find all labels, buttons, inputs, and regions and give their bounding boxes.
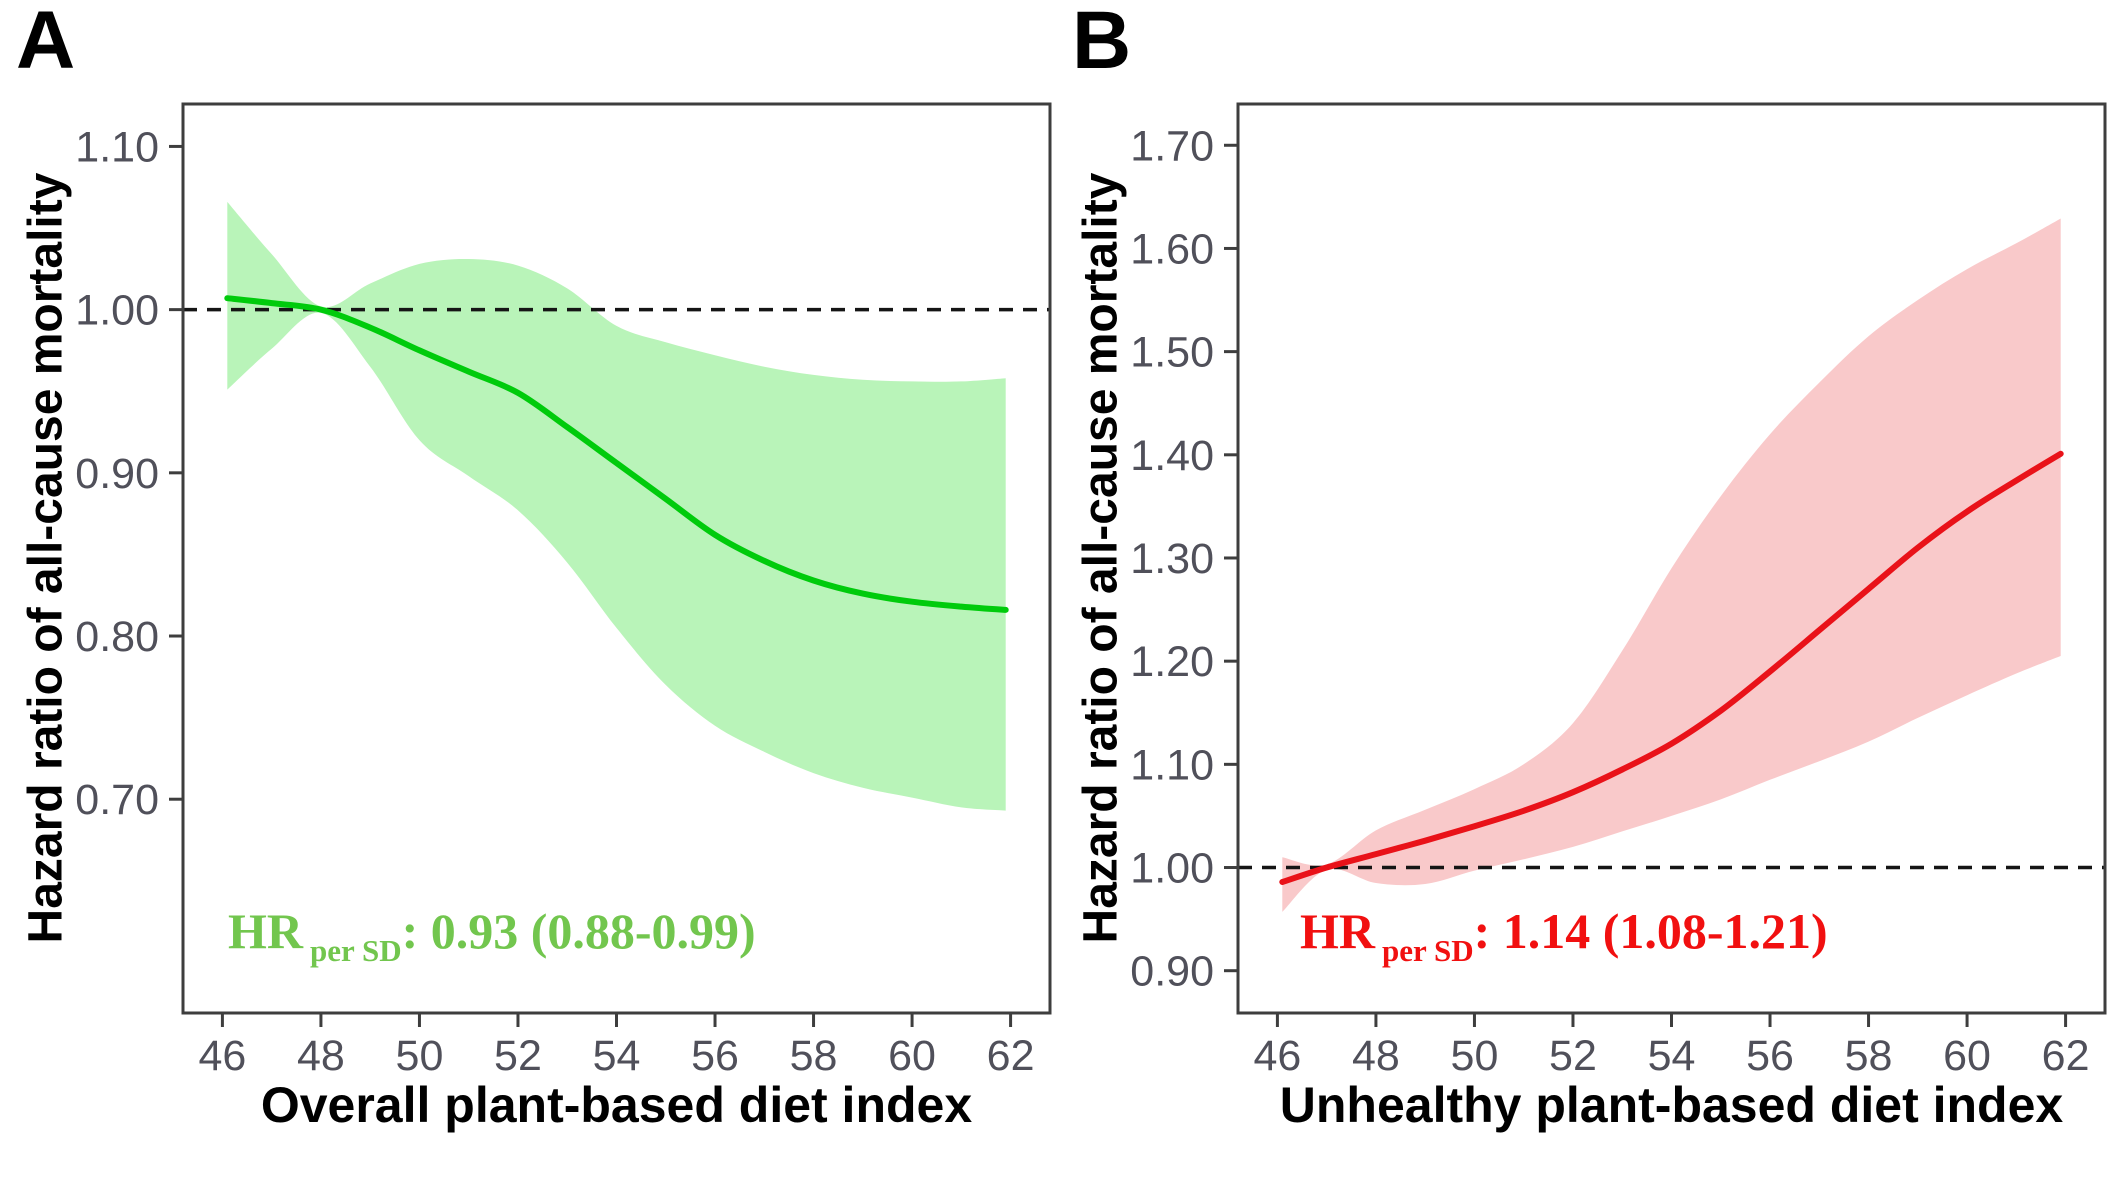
x-tick-label: 46 — [1253, 1032, 1301, 1080]
y-tick-label: 1.00 — [1130, 845, 1214, 893]
panel-a-y-axis-title: Hazard ratio of all-cause mortality — [19, 172, 73, 944]
panel-a-x-axis-title: Overall plant-based diet index — [260, 1077, 973, 1133]
x-tick-label: 56 — [1746, 1032, 1794, 1080]
hr-value: : 0.93 (0.88-0.99) — [401, 903, 756, 959]
x-tick-label: 46 — [198, 1032, 246, 1080]
y-tick-label: 1.40 — [1130, 432, 1214, 480]
x-tick-label: 54 — [593, 1032, 641, 1080]
y-tick-label: 1.00 — [75, 287, 159, 335]
x-tick-label: 58 — [1845, 1032, 1893, 1080]
hr-subscript: per SD — [1382, 933, 1474, 968]
hr-subscript: per SD — [310, 933, 402, 968]
x-tick-label: 48 — [1352, 1032, 1400, 1080]
x-tick-label: 54 — [1648, 1032, 1696, 1080]
hr-prefix: HR — [1300, 903, 1375, 959]
y-tick-label: 1.50 — [1130, 329, 1214, 377]
panel-a-hr-annotation: HR per SD: 0.93 (0.88-0.99) — [228, 903, 756, 966]
x-tick-label: 58 — [790, 1032, 838, 1080]
x-tick-label: 60 — [888, 1032, 936, 1080]
hr-prefix: HR — [228, 903, 303, 959]
y-tick-label: 0.90 — [75, 450, 159, 498]
confidence-band — [1282, 218, 2061, 912]
y-tick-label: 1.10 — [1130, 741, 1214, 789]
x-tick-label: 62 — [987, 1032, 1035, 1080]
y-tick-label: 0.90 — [1130, 948, 1214, 996]
x-tick-label: 62 — [2042, 1032, 2090, 1080]
y-tick-label: 0.70 — [75, 776, 159, 824]
panel-b-hr-annotation: HR per SD: 1.14 (1.08-1.21) — [1300, 903, 1828, 966]
hr-value: : 1.14 (1.08-1.21) — [1473, 903, 1828, 959]
estimate-line — [224, 295, 1009, 613]
x-tick-label: 50 — [396, 1032, 444, 1080]
y-tick-label: 1.10 — [75, 123, 159, 171]
y-tick-label: 1.20 — [1130, 638, 1214, 686]
x-tick-label: 56 — [691, 1032, 739, 1080]
estimate-line — [1279, 450, 2064, 885]
panel-b-letter: B — [1072, 0, 1132, 86]
panel-b-x-axis-title: Unhealthy plant-based diet index — [1279, 1077, 2064, 1133]
x-tick-label: 52 — [494, 1032, 542, 1080]
panel-a-letter: A — [16, 0, 76, 86]
y-tick-label: 1.30 — [1130, 535, 1214, 583]
x-tick-label: 52 — [1549, 1032, 1597, 1080]
y-tick-label: 1.60 — [1130, 225, 1214, 273]
x-tick-label: 50 — [1451, 1032, 1499, 1080]
confidence-band — [227, 201, 1006, 811]
x-tick-label: 48 — [297, 1032, 345, 1080]
y-tick-label: 1.70 — [1130, 122, 1214, 170]
panel-b-y-axis-title: Hazard ratio of all-cause mortality — [1074, 172, 1128, 944]
y-tick-label: 0.80 — [75, 613, 159, 661]
x-tick-label: 60 — [1943, 1032, 1991, 1080]
